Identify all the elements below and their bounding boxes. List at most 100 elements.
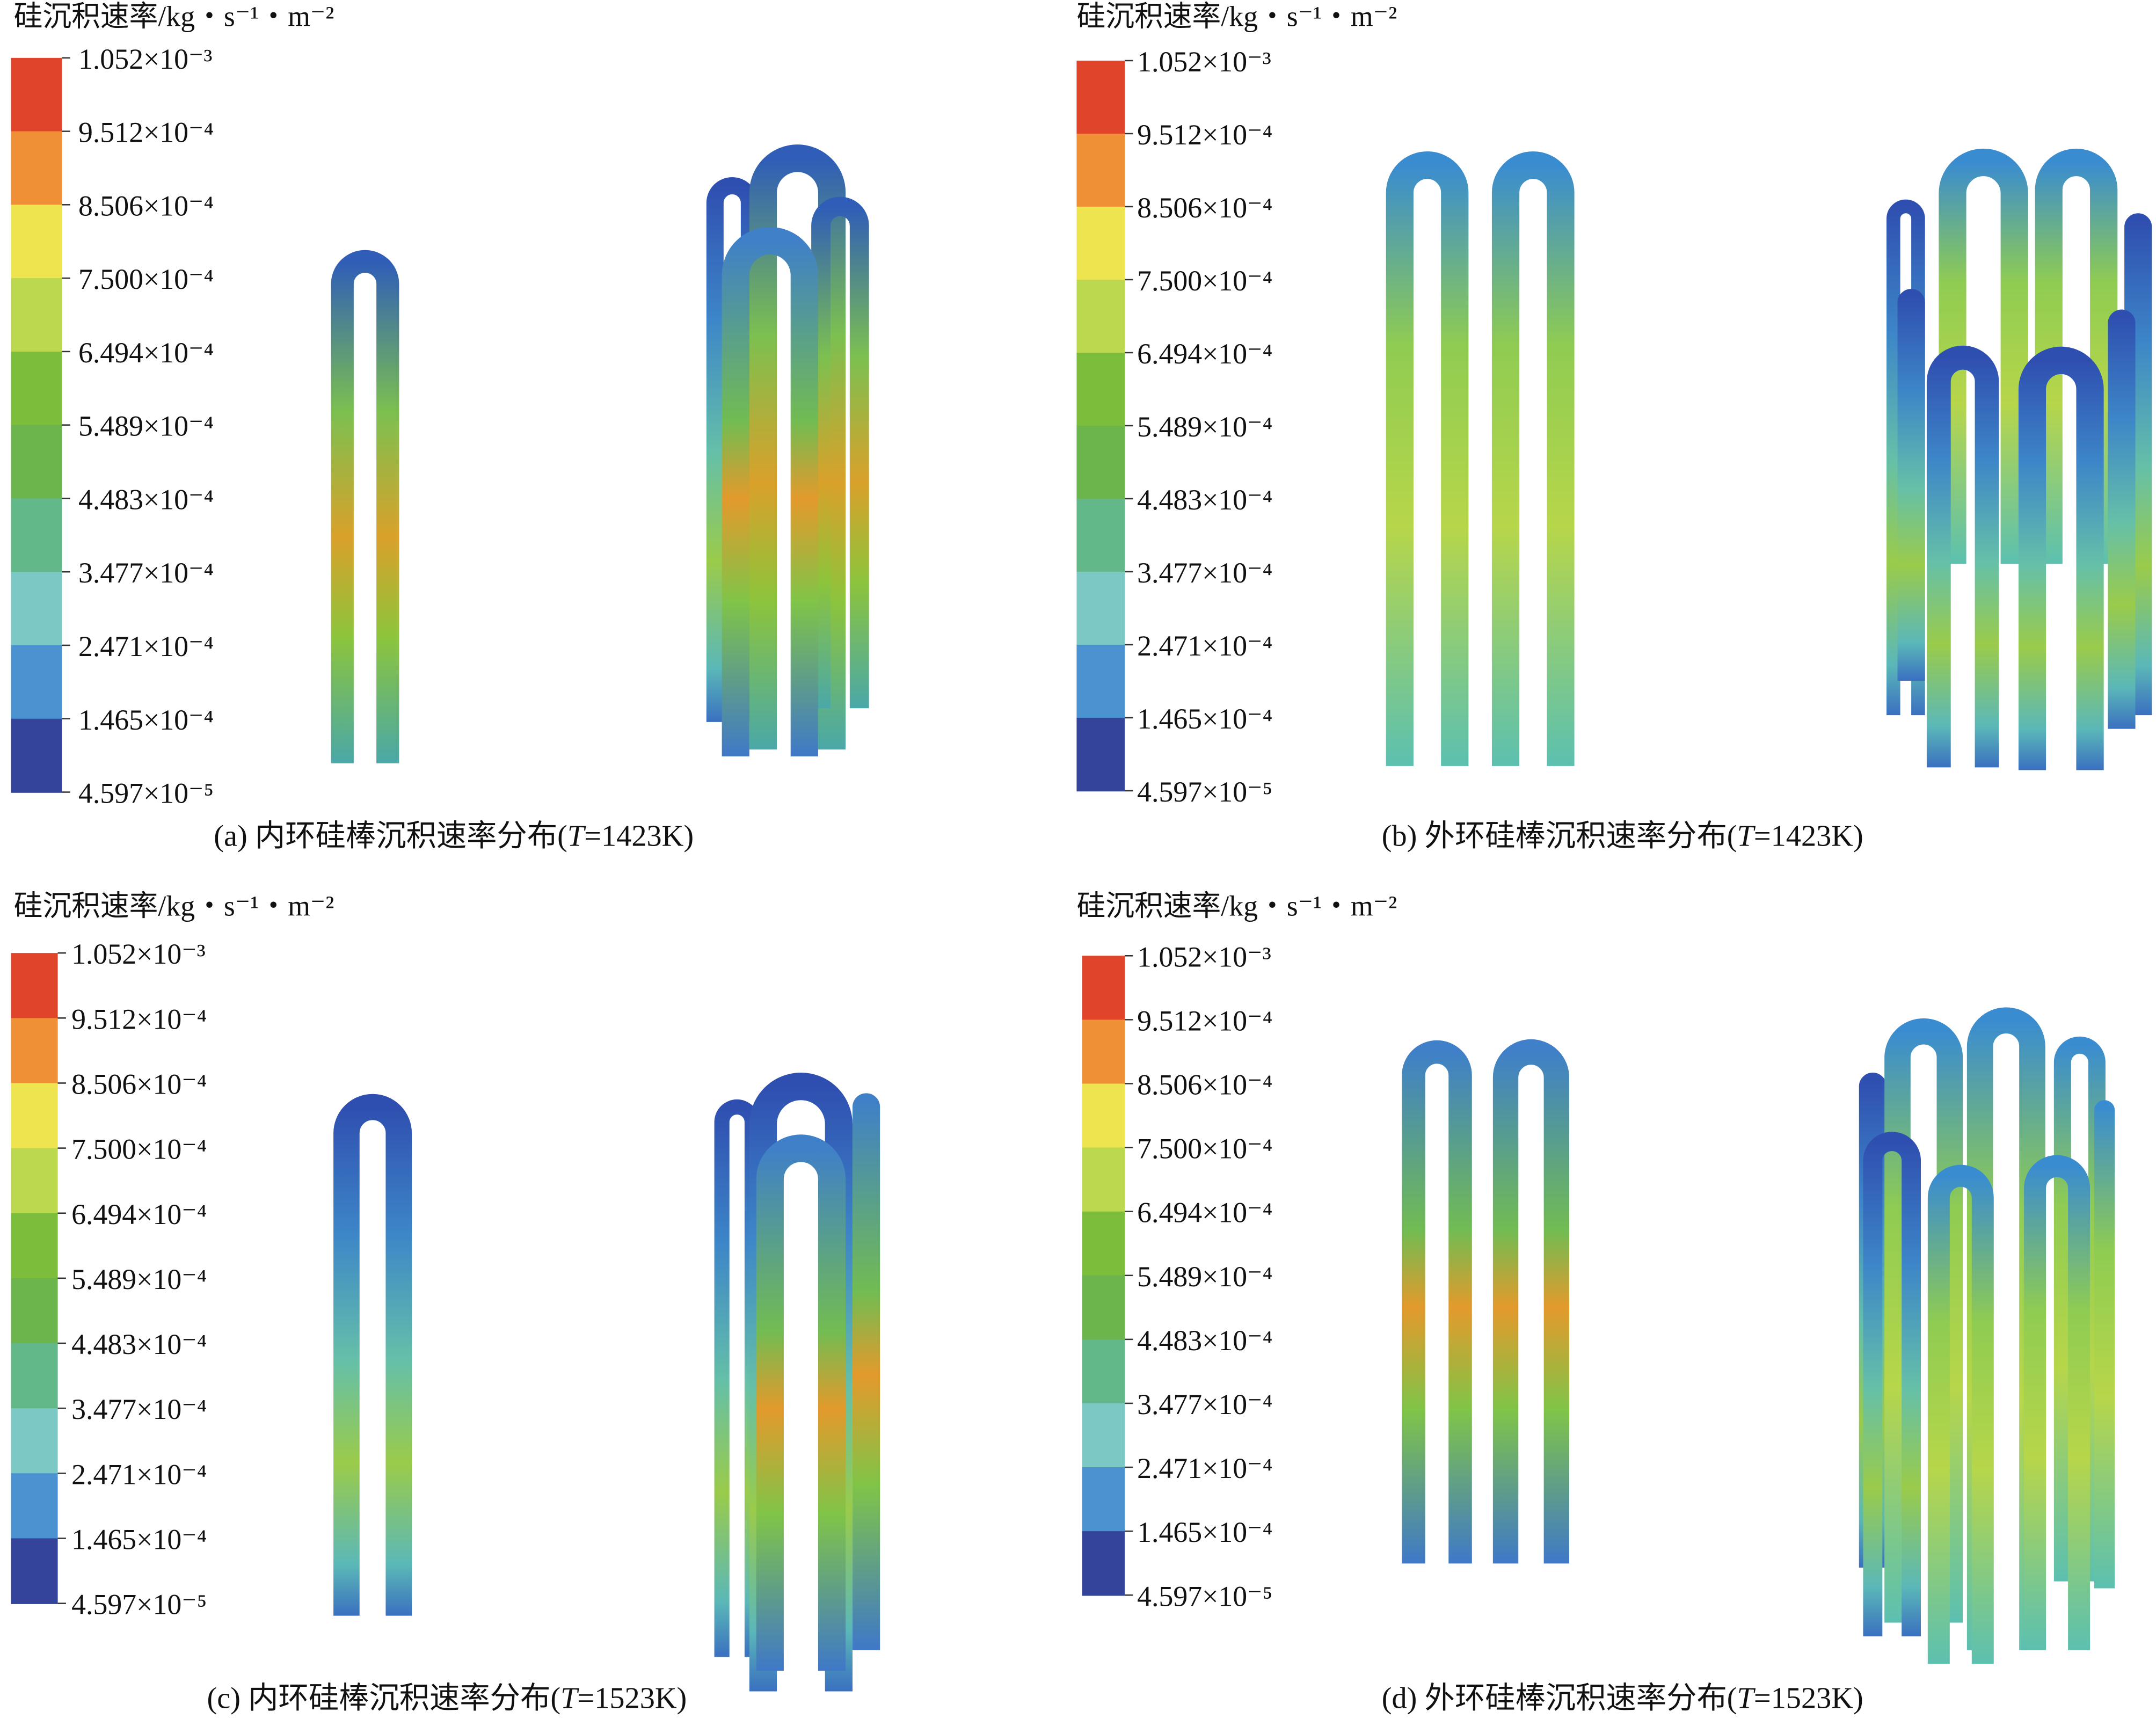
silicon-rod bbox=[1927, 1164, 1994, 1664]
colorbar-band bbox=[1076, 644, 1125, 719]
silicon-rod bbox=[811, 196, 869, 709]
silicon-rod bbox=[852, 1093, 880, 1650]
colorbar-label: 1.052×10⁻³ bbox=[1137, 941, 1271, 973]
silicon-rod bbox=[2094, 1100, 2115, 1589]
silicon-rod bbox=[706, 177, 758, 722]
silicon-rod bbox=[1897, 289, 1925, 681]
silicon-rod bbox=[1491, 151, 1575, 766]
silicon-rod bbox=[1863, 1132, 1921, 1637]
colorbar-band bbox=[11, 205, 62, 279]
colorbar-band bbox=[11, 572, 62, 646]
colorbar-band bbox=[1082, 1339, 1125, 1404]
colorbar-label: 3.477×10⁻⁴ bbox=[1137, 557, 1272, 589]
colorbar-label: 7.500×10⁻⁴ bbox=[71, 1133, 207, 1166]
colorbar-label: 5.489×10⁻⁴ bbox=[1137, 411, 1272, 443]
colorbar-label: 1.465×10⁻⁴ bbox=[78, 704, 214, 736]
colorbar-label: 2.471×10⁻⁴ bbox=[78, 630, 214, 662]
caption-text: =1423K) bbox=[584, 820, 694, 853]
colorbar-label: 7.500×10⁻⁴ bbox=[78, 263, 214, 295]
silicon-rod bbox=[1402, 1040, 1472, 1564]
silicon-rod bbox=[2018, 346, 2104, 770]
caption: (b) 外环硅棒沉积速率分布(T=1423K) bbox=[1382, 820, 1863, 853]
caption-text: =1523K) bbox=[577, 1681, 687, 1715]
colorbar-label: 1.465×10⁻⁴ bbox=[1137, 703, 1272, 735]
colorbar-band bbox=[1082, 1147, 1125, 1212]
colorbar-label: 4.597×10⁻⁵ bbox=[78, 777, 214, 810]
colorbar-label: 3.477×10⁻⁴ bbox=[78, 557, 214, 589]
colorbar-band bbox=[11, 1278, 58, 1344]
colorbar-band bbox=[11, 57, 62, 132]
colorbar-label: 4.483×10⁻⁴ bbox=[78, 483, 214, 515]
colorbar-label: 6.494×10⁻⁴ bbox=[1137, 338, 1272, 370]
colorbar-label: 4.483×10⁻⁴ bbox=[1137, 484, 1272, 516]
colorbar-label: 8.506×10⁻⁴ bbox=[71, 1068, 207, 1100]
colorbar-label: 9.512×10⁻⁴ bbox=[78, 116, 214, 149]
silicon-rod bbox=[756, 1134, 846, 1671]
caption-variable: T bbox=[1737, 820, 1756, 853]
silicon-rod bbox=[722, 227, 818, 756]
caption-text: =1423K) bbox=[1754, 820, 1863, 853]
colorbar-label: 1.465×10⁻⁴ bbox=[71, 1524, 207, 1556]
caption-variable: T bbox=[560, 1681, 579, 1715]
silicon-rod bbox=[714, 1099, 760, 1657]
colorbar-label: 8.506×10⁻⁴ bbox=[1137, 1069, 1272, 1101]
colorbar-label: 4.597×10⁻⁵ bbox=[71, 1589, 207, 1621]
colorbar-band bbox=[1082, 1211, 1125, 1277]
colorbar-label: 1.465×10⁻⁴ bbox=[1137, 1516, 1272, 1548]
silicon-rod bbox=[2035, 148, 2118, 564]
colorbar-label: 9.512×10⁻⁴ bbox=[1137, 1004, 1272, 1037]
colorbar-label: 3.477×10⁻⁴ bbox=[1137, 1388, 1272, 1421]
colorbar-band bbox=[1082, 956, 1125, 1021]
colorbar-label: 4.483×10⁻⁴ bbox=[71, 1328, 207, 1360]
colorbar-band bbox=[11, 131, 62, 206]
colorbar-band bbox=[11, 498, 62, 573]
colorbar-band bbox=[11, 718, 62, 793]
colorbar-label: 8.506×10⁻⁴ bbox=[1137, 192, 1272, 224]
panel: 硅沉积速率/kg・s⁻¹・m⁻² 1.052×10⁻³ 9.512×10⁻⁴ 8.50… bbox=[11, 0, 869, 853]
colorbar-label: 6.494×10⁻⁴ bbox=[1137, 1197, 1272, 1229]
colorbar-label: 1.052×10⁻³ bbox=[71, 938, 206, 970]
silicon-rod bbox=[1492, 1039, 1569, 1564]
colorbar-band bbox=[11, 1213, 58, 1279]
colorbar-band bbox=[11, 645, 62, 720]
silicon-rod bbox=[2108, 309, 2136, 729]
colorbar-label: 2.471×10⁻⁴ bbox=[71, 1458, 207, 1490]
colorbar-band bbox=[11, 278, 62, 353]
colorbar-band bbox=[1076, 206, 1125, 281]
legend-title: 硅沉积速率/kg・s⁻¹・m⁻² bbox=[1076, 0, 1397, 32]
colorbar-label: 6.494×10⁻⁴ bbox=[71, 1198, 207, 1230]
panel: 硅沉积速率/kg・s⁻¹・m⁻² 1.052×10⁻³ 9.512×10⁻⁴ 8.50… bbox=[1076, 0, 2152, 853]
colorbar-band bbox=[11, 1473, 58, 1539]
colorbar-band bbox=[11, 425, 62, 499]
colorbar-label: 2.471×10⁻⁴ bbox=[1137, 630, 1272, 662]
colorbar-band bbox=[11, 1148, 58, 1214]
legend-title: 硅沉积速率/kg・s⁻¹・m⁻² bbox=[14, 0, 334, 32]
colorbar-band bbox=[11, 1538, 58, 1604]
silicon-rod bbox=[1386, 151, 1469, 766]
silicon-rod bbox=[2053, 1036, 2106, 1582]
silicon-rod bbox=[1884, 1018, 1963, 1623]
colorbar-band bbox=[11, 953, 58, 1019]
colorbar-label: 2.471×10⁻⁴ bbox=[1137, 1452, 1272, 1484]
caption-text: (b) 外环硅棒沉积速率分布( bbox=[1382, 820, 1737, 853]
colorbar-band bbox=[1076, 425, 1125, 500]
colorbar-band bbox=[1082, 1275, 1125, 1341]
silicon-rod bbox=[2024, 1155, 2091, 1650]
colorbar-label: 5.489×10⁻⁴ bbox=[71, 1263, 207, 1295]
colorbar-label: 3.477×10⁻⁴ bbox=[71, 1393, 207, 1425]
colorbar-band bbox=[1082, 1019, 1125, 1084]
colorbar-band bbox=[1082, 1531, 1125, 1596]
caption-variable: T bbox=[1737, 1681, 1756, 1715]
colorbar-band bbox=[11, 1018, 58, 1084]
colorbar-band bbox=[1082, 1083, 1125, 1148]
colorbar-label: 4.597×10⁻⁵ bbox=[1137, 776, 1272, 808]
colorbar-band bbox=[11, 1083, 58, 1149]
colorbar-band bbox=[1076, 717, 1125, 792]
colorbar-band bbox=[1076, 498, 1125, 573]
caption-text: =1523K) bbox=[1754, 1681, 1863, 1715]
colorbar-label: 7.500×10⁻⁴ bbox=[1137, 265, 1272, 297]
colorbar-label: 1.052×10⁻³ bbox=[78, 43, 213, 75]
colorbar-label: 4.483×10⁻⁴ bbox=[1137, 1324, 1272, 1357]
caption-text: (c) 内环硅棒沉积速率分布( bbox=[207, 1681, 560, 1715]
